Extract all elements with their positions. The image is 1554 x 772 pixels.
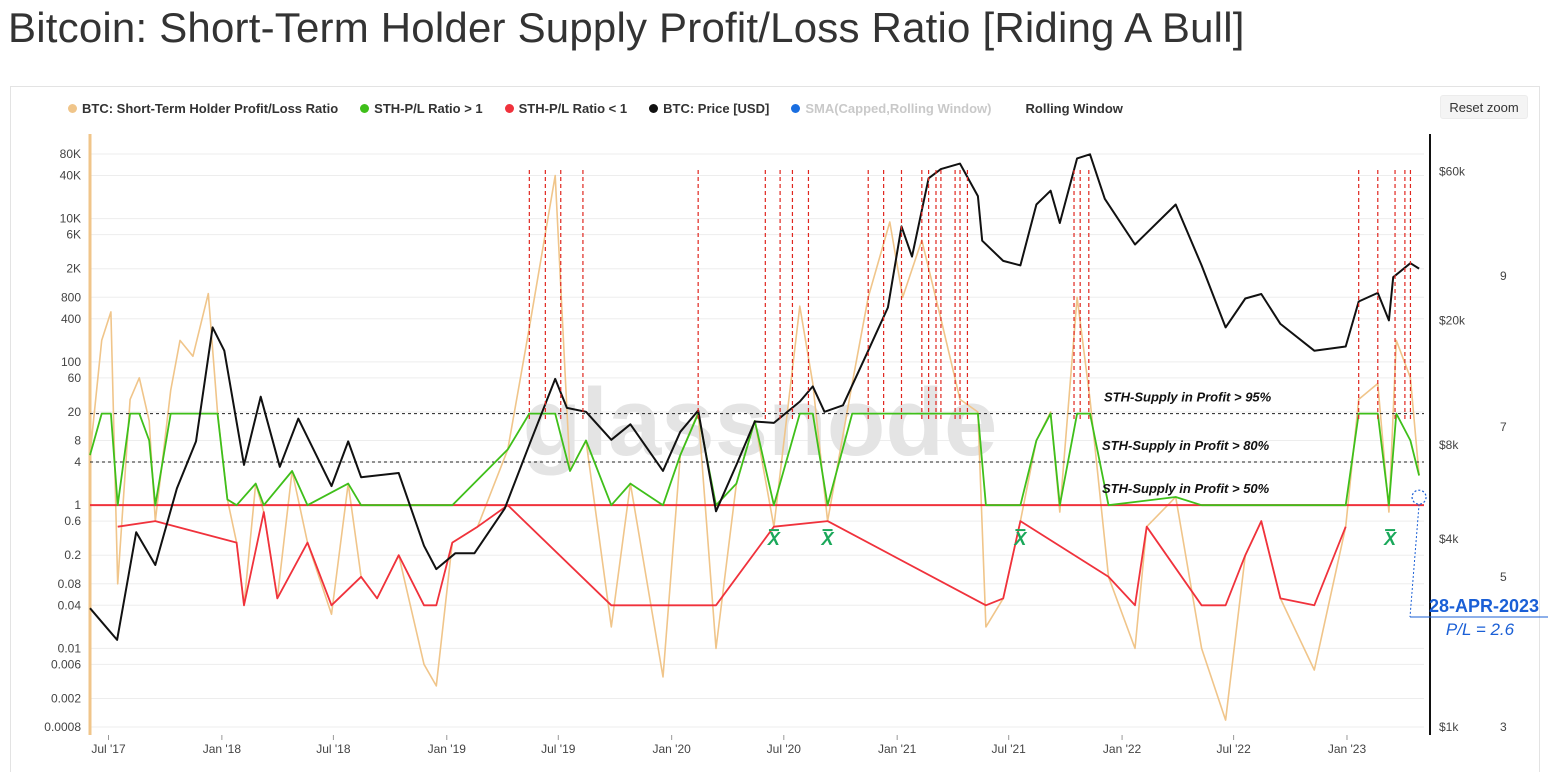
x-tick-label: Jan '22 — [1103, 742, 1142, 756]
y-left-tick-label: 4 — [74, 455, 81, 469]
x-tick-label: Jul '22 — [1216, 742, 1251, 756]
x-mark-label: X — [821, 529, 835, 549]
legend-dot-icon — [68, 104, 77, 113]
legend-dot-icon — [791, 104, 801, 113]
y-left-tick-label: 0.01 — [58, 641, 82, 655]
x-mark-label: X — [1013, 529, 1027, 549]
legend-label: Rolling Window — [1025, 101, 1123, 116]
legend-item-ratio-below-1[interactable]: STH-P/L Ratio < 1 — [504, 101, 628, 116]
legend-label: SMA(Capped,Rolling Window) — [805, 101, 992, 116]
y-left-tick-label: 40K — [60, 169, 81, 183]
legend-dot-icon — [649, 104, 659, 113]
callout-connector — [1409, 504, 1420, 618]
y-left-tick-label: 20 — [68, 405, 82, 419]
y-left-tick-label: 0.6 — [64, 514, 81, 528]
y-left-tick-label: 0.006 — [51, 657, 81, 671]
x-tick-label: Jan '18 — [203, 742, 242, 756]
x-tick-label: Jul '19 — [541, 742, 576, 756]
y-left-tick-label: 800 — [61, 290, 81, 304]
x-tick-label: Jul '20 — [767, 742, 802, 756]
x-mark-label: X — [767, 529, 781, 549]
threshold-label: STH-Supply in Profit > 95% — [1104, 390, 1272, 405]
legend-item-sth-pl-ratio[interactable]: BTC: Short-Term Holder Profit/Loss Ratio — [68, 101, 338, 116]
legend-item-rolling-window[interactable]: Rolling Window — [1026, 101, 1123, 116]
y-left-tick-label: 0.2 — [64, 548, 81, 562]
x-tick-label: Jul '21 — [992, 742, 1027, 756]
x-tick-label: Jan '20 — [652, 742, 691, 756]
legend-item-ratio-above-1[interactable]: STH-P/L Ratio > 1 — [360, 101, 483, 116]
y-left-tick-label: 0.04 — [58, 598, 82, 612]
chart-panel — [10, 86, 1540, 772]
y-left-tick-label: 0.002 — [51, 691, 81, 705]
x-tick-label: Jul '17 — [91, 742, 126, 756]
y-price-tick-label: $4k — [1439, 532, 1459, 546]
x-tick-label: Jan '23 — [1328, 742, 1367, 756]
y-left-tick-label: 100 — [61, 355, 81, 369]
y-left-tick-label: 0.08 — [58, 577, 82, 591]
legend-label: STH-P/L Ratio < 1 — [518, 101, 628, 116]
y-price-tick-label: $8k — [1439, 438, 1459, 452]
y-rolling-tick-label: 3 — [1500, 720, 1507, 734]
threshold-label: STH-Supply in Profit > 80% — [1102, 438, 1270, 453]
y-rolling-tick-label: 5 — [1500, 570, 1507, 584]
y-left-tick-label: 2K — [66, 262, 81, 276]
page-title: Bitcoin: Short-Term Holder Supply Profit… — [8, 4, 1245, 51]
legend-item-btc-price[interactable]: BTC: Price [USD] — [649, 101, 769, 116]
y-price-tick-label: $60k — [1439, 164, 1466, 178]
legend-dot-icon — [504, 104, 514, 113]
x-mark-label: X — [1383, 529, 1397, 549]
y-left-tick-label: 1 — [74, 498, 81, 512]
series-line-btc-price-usd- — [89, 153, 1420, 641]
legend-label: STH-P/L Ratio > 1 — [374, 101, 483, 116]
y-left-tick-label: 60 — [68, 371, 82, 385]
y-left-tick-label: 8 — [74, 434, 81, 448]
y-left-tick-label: 400 — [61, 312, 81, 326]
y-rolling-tick-label: 7 — [1500, 420, 1507, 434]
callout-circle — [1411, 489, 1427, 505]
y-left-tick-label: 80K — [60, 147, 81, 161]
series-line-btc-short-term-holder-profit-loss-ratio — [89, 174, 1420, 721]
legend-label: BTC: Price [USD] — [663, 101, 770, 116]
y-left-tick-label: 10K — [60, 212, 81, 226]
x-tick-label: Jul '18 — [316, 742, 351, 756]
series-line-sth-p-l-ratio-1 — [117, 504, 1347, 607]
callout-date: 28-APR-2023 — [1429, 596, 1539, 616]
legend-dot-icon — [360, 104, 370, 113]
y-price-tick-label: $20k — [1439, 313, 1466, 327]
y-left-tick-label: 0.0008 — [44, 720, 81, 734]
y-left-tick-label: 6K — [66, 228, 81, 242]
y-price-tick-label: $1k — [1439, 720, 1459, 734]
callout-value: P/L = 2.6 — [1446, 620, 1515, 639]
x-tick-label: Jan '21 — [878, 742, 917, 756]
reset-zoom-button[interactable]: Reset zoom — [1440, 95, 1528, 119]
threshold-label: STH-Supply in Profit > 50% — [1102, 481, 1270, 496]
chart-legend: BTC: Short-Term Holder Profit/Loss Ratio… — [68, 101, 1145, 116]
legend-item-sma[interactable]: SMA(Capped,Rolling Window) — [791, 101, 992, 116]
x-tick-label: Jan '19 — [428, 742, 467, 756]
legend-label: BTC: Short-Term Holder Profit/Loss Ratio — [82, 101, 339, 116]
y-rolling-tick-label: 9 — [1500, 269, 1507, 283]
